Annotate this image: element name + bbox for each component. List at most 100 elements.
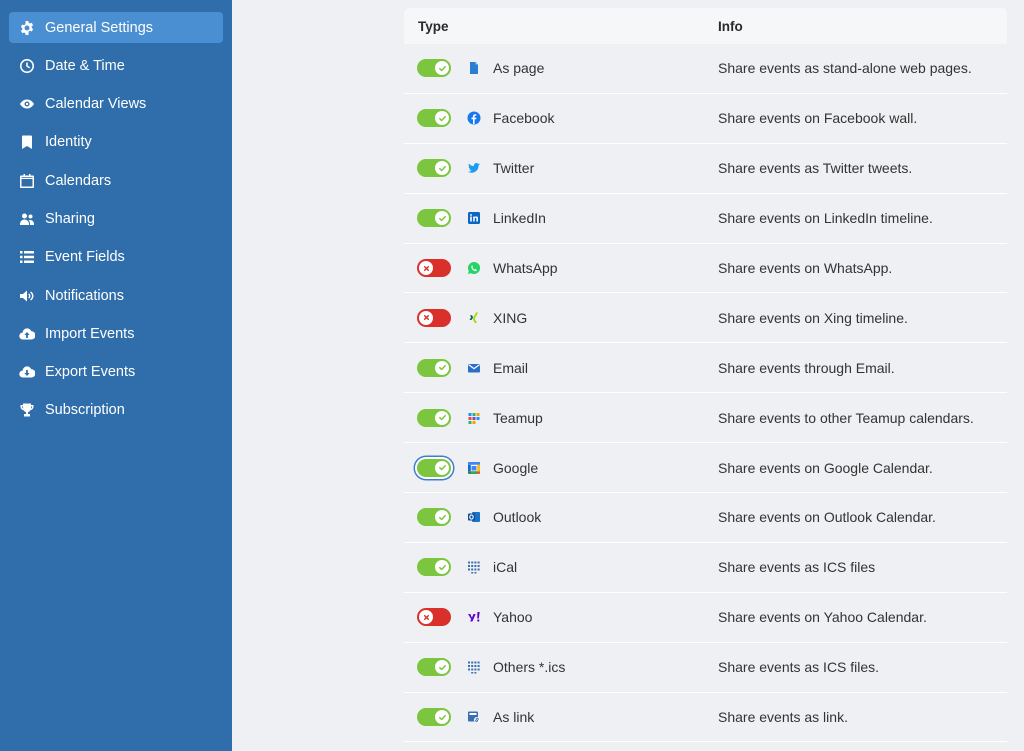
- info-cell: Share events as ICS files: [718, 559, 876, 576]
- type-cell: Facebook: [404, 109, 718, 128]
- users-icon: [19, 211, 35, 227]
- teamup-icon: [467, 411, 481, 425]
- type-cell: As page: [404, 59, 718, 78]
- sharing-types-table: Type Info As page Share events as stand-a…: [404, 8, 1007, 743]
- type-name: Email: [493, 359, 529, 376]
- type-name: LinkedIn: [493, 210, 546, 227]
- facebook-icon: [467, 111, 481, 125]
- info-cell: Share events to other Teamup calendars.: [718, 409, 974, 426]
- check-icon: [435, 111, 449, 126]
- table-row: Google Share events on Google Calendar.: [404, 443, 1007, 494]
- sidebar-item-calendars[interactable]: Calendars: [9, 165, 223, 196]
- google-toggle[interactable]: [417, 458, 451, 477]
- whatsapp-icon: [467, 261, 481, 275]
- sidebar-item-export-events[interactable]: Export Events: [9, 357, 223, 388]
- table-header: Type Info: [404, 8, 1007, 44]
- gear-icon: [19, 20, 35, 36]
- settings-sidebar: General Settings Date & Time Calendar View…: [0, 0, 232, 751]
- type-cell: Yahoo: [404, 608, 718, 627]
- sidebar-item-event-fields[interactable]: Event Fields: [9, 242, 223, 273]
- type-cell: iCal: [404, 558, 718, 577]
- sidebar-item-label: Import Events: [45, 325, 135, 342]
- type-name: iCal: [493, 559, 518, 576]
- type-cell: As link: [404, 708, 718, 727]
- type-cell: Email: [404, 358, 718, 377]
- sidebar-item-date-time[interactable]: Date & Time: [9, 50, 223, 81]
- ical-icon: [467, 560, 481, 574]
- ics-icon: [467, 660, 481, 674]
- table-row: XING Share events on Xing timeline.: [404, 293, 1007, 344]
- twitter-toggle[interactable]: [417, 159, 451, 178]
- sidebar-item-label: Notifications: [45, 287, 124, 304]
- check-icon: [435, 710, 449, 725]
- whatsapp-toggle[interactable]: [417, 259, 451, 277]
- table-row: Facebook Share events on Facebook wall.: [404, 94, 1007, 144]
- table-row: Twitter Share events as Twitter tweets.: [404, 144, 1007, 194]
- info-cell: Share events through Email.: [718, 359, 895, 376]
- check-icon: [435, 660, 449, 675]
- type-name: As page: [493, 60, 545, 77]
- email-toggle[interactable]: [417, 358, 451, 377]
- teamup-toggle[interactable]: [417, 408, 451, 427]
- info-cell: Share events on Google Calendar.: [718, 459, 933, 476]
- type-cell: Outlook: [404, 508, 718, 527]
- as-link-toggle[interactable]: [417, 708, 451, 727]
- cloud-upload-icon: [19, 326, 35, 342]
- sidebar-item-sharing[interactable]: Sharing: [9, 203, 223, 234]
- linkedin-icon: [467, 211, 481, 225]
- sidebar-item-label: General Settings: [45, 19, 154, 36]
- sidebar-item-notifications[interactable]: Notifications: [9, 280, 223, 311]
- info-cell: Share events on Xing timeline.: [718, 309, 908, 326]
- table-row: iCal Share events as ICS files: [404, 543, 1007, 593]
- email-icon: [467, 361, 481, 375]
- type-name: WhatsApp: [493, 260, 558, 276]
- table-row: Outlook Share events on Outlook Calendar.: [404, 493, 1007, 543]
- calendar-icon: [19, 173, 35, 189]
- type-name: Teamup: [493, 409, 543, 426]
- sidebar-item-label: Export Events: [45, 364, 136, 381]
- type-cell: Others *.ics: [404, 658, 718, 677]
- ical-toggle[interactable]: [417, 558, 451, 577]
- sidebar-item-subscription[interactable]: Subscription: [9, 395, 223, 426]
- x-icon: [419, 610, 433, 625]
- type-name: As link: [493, 709, 535, 726]
- type-cell: XING: [404, 308, 718, 327]
- cloud-download-icon: [19, 364, 35, 380]
- x-icon: [419, 310, 433, 325]
- info-cell: Share events on Outlook Calendar.: [718, 509, 936, 526]
- outlook-toggle[interactable]: [417, 508, 451, 527]
- info-cell: Share events as link.: [718, 709, 848, 726]
- type-name: Google: [493, 459, 539, 476]
- sidebar-item-label: Date & Time: [45, 57, 125, 74]
- type-name: Facebook: [493, 110, 555, 127]
- check-icon: [435, 360, 449, 375]
- info-cell: Share events as Twitter tweets.: [718, 160, 913, 177]
- facebook-toggle[interactable]: [417, 109, 451, 128]
- yahoo-toggle[interactable]: [417, 608, 451, 627]
- linkedin-toggle[interactable]: [417, 209, 451, 228]
- sidebar-item-label: Sharing: [45, 210, 95, 227]
- type-cell: WhatsApp: [404, 259, 718, 277]
- others-ics-toggle[interactable]: [417, 658, 451, 677]
- type-name: Outlook: [493, 509, 542, 526]
- xing-icon: [467, 311, 481, 325]
- check-icon: [435, 510, 449, 525]
- table-row: Teamup Share events to other Teamup calen…: [404, 393, 1007, 444]
- table-row: Others *.ics Share events as ICS files.: [404, 643, 1007, 693]
- sidebar-item-calendar-views[interactable]: Calendar Views: [9, 89, 223, 120]
- sidebar-item-general-settings[interactable]: General Settings: [9, 12, 223, 43]
- sidebar-item-label: Identity: [45, 134, 92, 151]
- check-icon: [435, 61, 449, 76]
- type-cell: Twitter: [404, 159, 718, 178]
- as-page-toggle[interactable]: [417, 59, 451, 78]
- sidebar-item-identity[interactable]: Identity: [9, 127, 223, 158]
- type-cell: LinkedIn: [404, 209, 718, 228]
- info-cell: Share events on Facebook wall.: [718, 110, 918, 127]
- sidebar-item-label: Calendars: [45, 172, 112, 189]
- eye-icon: [19, 96, 35, 112]
- bookmark-icon: [19, 134, 35, 150]
- xing-toggle[interactable]: [417, 308, 451, 327]
- sidebar-item-import-events[interactable]: Import Events: [9, 318, 223, 349]
- sharing-settings-panel: Type Info As page Share events as stand-a…: [232, 0, 1024, 751]
- clock-icon: [19, 58, 35, 74]
